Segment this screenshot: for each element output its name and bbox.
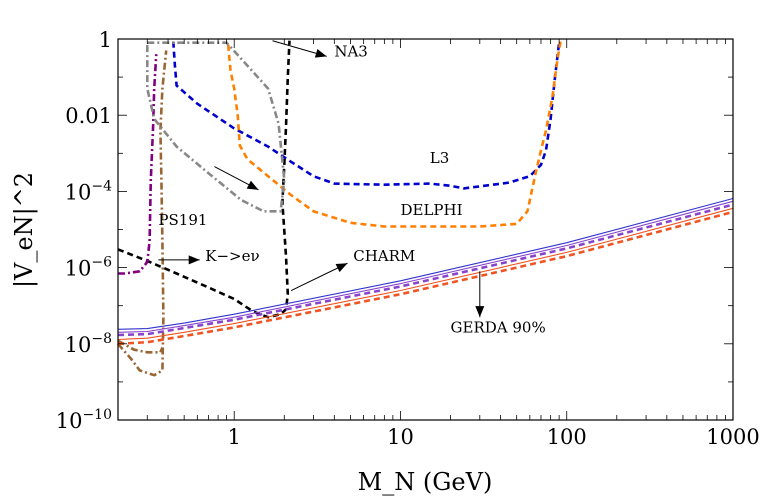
annotation-label-5: CHARM: [353, 247, 415, 265]
arrow-layer: [158, 40, 485, 318]
annotation-label-1: L3: [430, 149, 450, 167]
annotation-label-0: NA3: [334, 42, 368, 60]
y-tick-label: 10−4: [65, 178, 112, 204]
annotation-arrow-1: [214, 166, 259, 191]
series-line-1: [226, 40, 562, 228]
series-line-0: [172, 41, 561, 190]
x-axis-title: M_N (GeV): [358, 468, 493, 496]
x-tick-label: 1000: [706, 425, 759, 449]
x-tick-label: 10: [387, 425, 414, 449]
series-line-3: [118, 54, 158, 275]
series-line-8: [117, 200, 734, 333]
series-line-10: [117, 207, 734, 341]
annotation-arrow-4: [475, 271, 485, 318]
y-tick-label: 1: [99, 28, 112, 52]
annotation-arrow-3: [290, 262, 348, 291]
y-tick-label: 10−10: [56, 407, 112, 433]
annotation-label-2: DELPHI: [400, 201, 462, 219]
y-tick-label: 10−6: [65, 255, 112, 281]
series-layer: [117, 40, 734, 377]
x-tick-label: 1: [228, 425, 241, 449]
y-tick-label: 10−8: [65, 331, 112, 357]
series-line-6: [146, 41, 286, 213]
annotation-label-4: K−>eν: [205, 247, 259, 265]
annotation-arrow-2: [158, 255, 200, 265]
series-line-5: [117, 339, 164, 354]
series-line-2: [117, 40, 291, 319]
y-axis-title: |V_eN|^2: [10, 172, 39, 288]
annotation-layer: NA3 L3 DELPHI PS191 K−>eν CHARM GERDA 90%: [158, 42, 545, 336]
y-tick-label: 0.01: [65, 104, 112, 128]
tick-layer: 1 10 100 1000 10−10 10−8 10−6 10−4 0.01 1: [56, 28, 760, 449]
annotation-label-3: PS191: [158, 211, 207, 229]
x-tick-label: 100: [547, 425, 587, 449]
annotation-arrow-0: [272, 40, 327, 58]
series-line-7: [117, 197, 734, 330]
annotation-label-6: GERDA 90%: [451, 318, 546, 336]
